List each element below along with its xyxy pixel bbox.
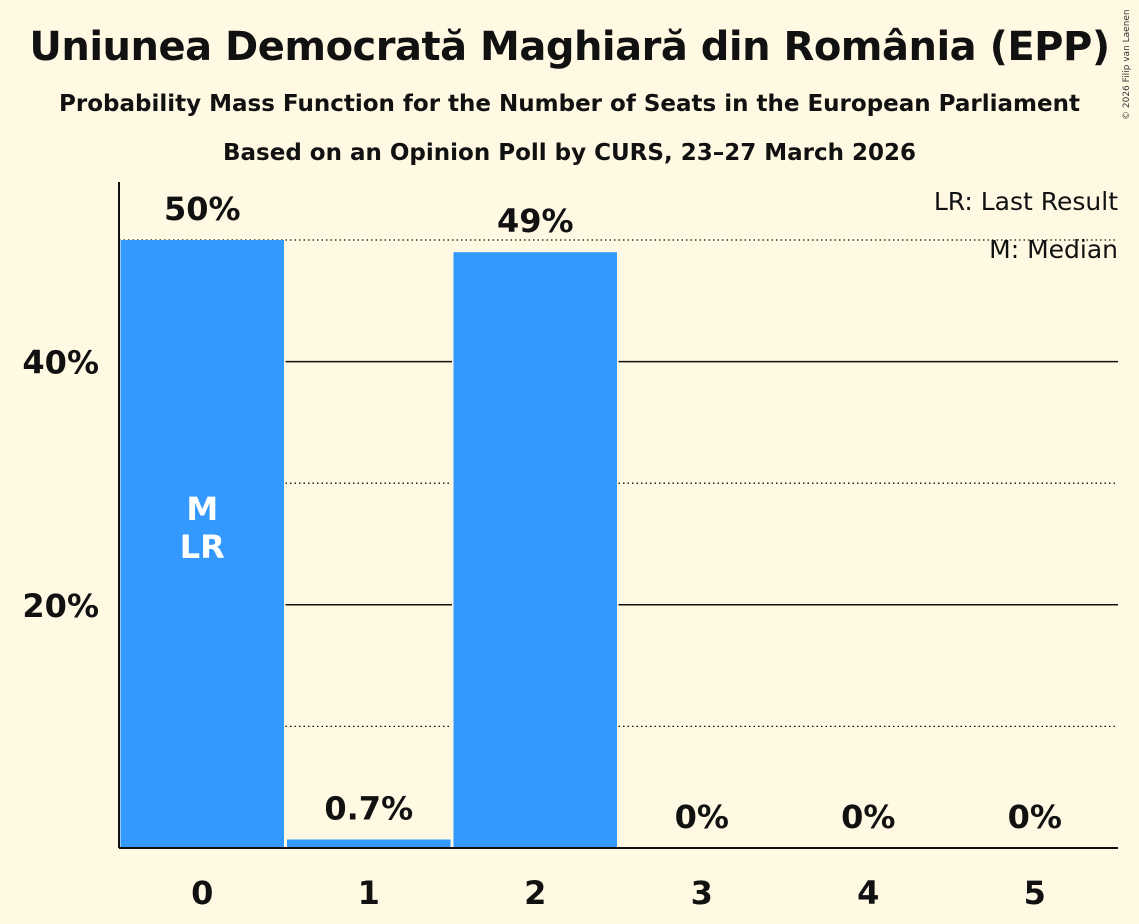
chart-subtitle-source: Based on an Opinion Poll by CURS, 23–27 … bbox=[222, 140, 916, 166]
value-label-2: 49% bbox=[497, 202, 574, 240]
bar-2 bbox=[453, 252, 617, 848]
x-tick-label-5: 5 bbox=[1024, 874, 1046, 912]
x-tick-label-4: 4 bbox=[857, 874, 879, 912]
value-label-3: 0% bbox=[675, 798, 729, 836]
chart-subtitle: Probability Mass Function for the Number… bbox=[59, 91, 1080, 117]
legend-item: M: Median bbox=[989, 235, 1118, 264]
legend-item: LR: Last Result bbox=[934, 187, 1118, 216]
x-tick-label-2: 2 bbox=[524, 874, 546, 912]
x-tick-label-1: 1 bbox=[358, 874, 380, 912]
x-tick-label-3: 3 bbox=[691, 874, 713, 912]
y-tick-label: 20% bbox=[22, 587, 99, 625]
chart-title: Uniunea Democrată Maghiară din România (… bbox=[29, 24, 1110, 70]
value-label-5: 0% bbox=[1008, 798, 1062, 836]
bar-1 bbox=[287, 839, 451, 848]
x-tick-label-0: 0 bbox=[191, 874, 213, 912]
bar-inside-label: M bbox=[186, 490, 218, 528]
bar-inside-label: LR bbox=[180, 528, 225, 566]
value-label-0: 50% bbox=[164, 190, 241, 228]
y-tick-label: 40% bbox=[22, 344, 99, 382]
value-label-4: 0% bbox=[841, 798, 895, 836]
value-label-1: 0.7% bbox=[324, 789, 413, 827]
bar-0 bbox=[120, 240, 284, 848]
